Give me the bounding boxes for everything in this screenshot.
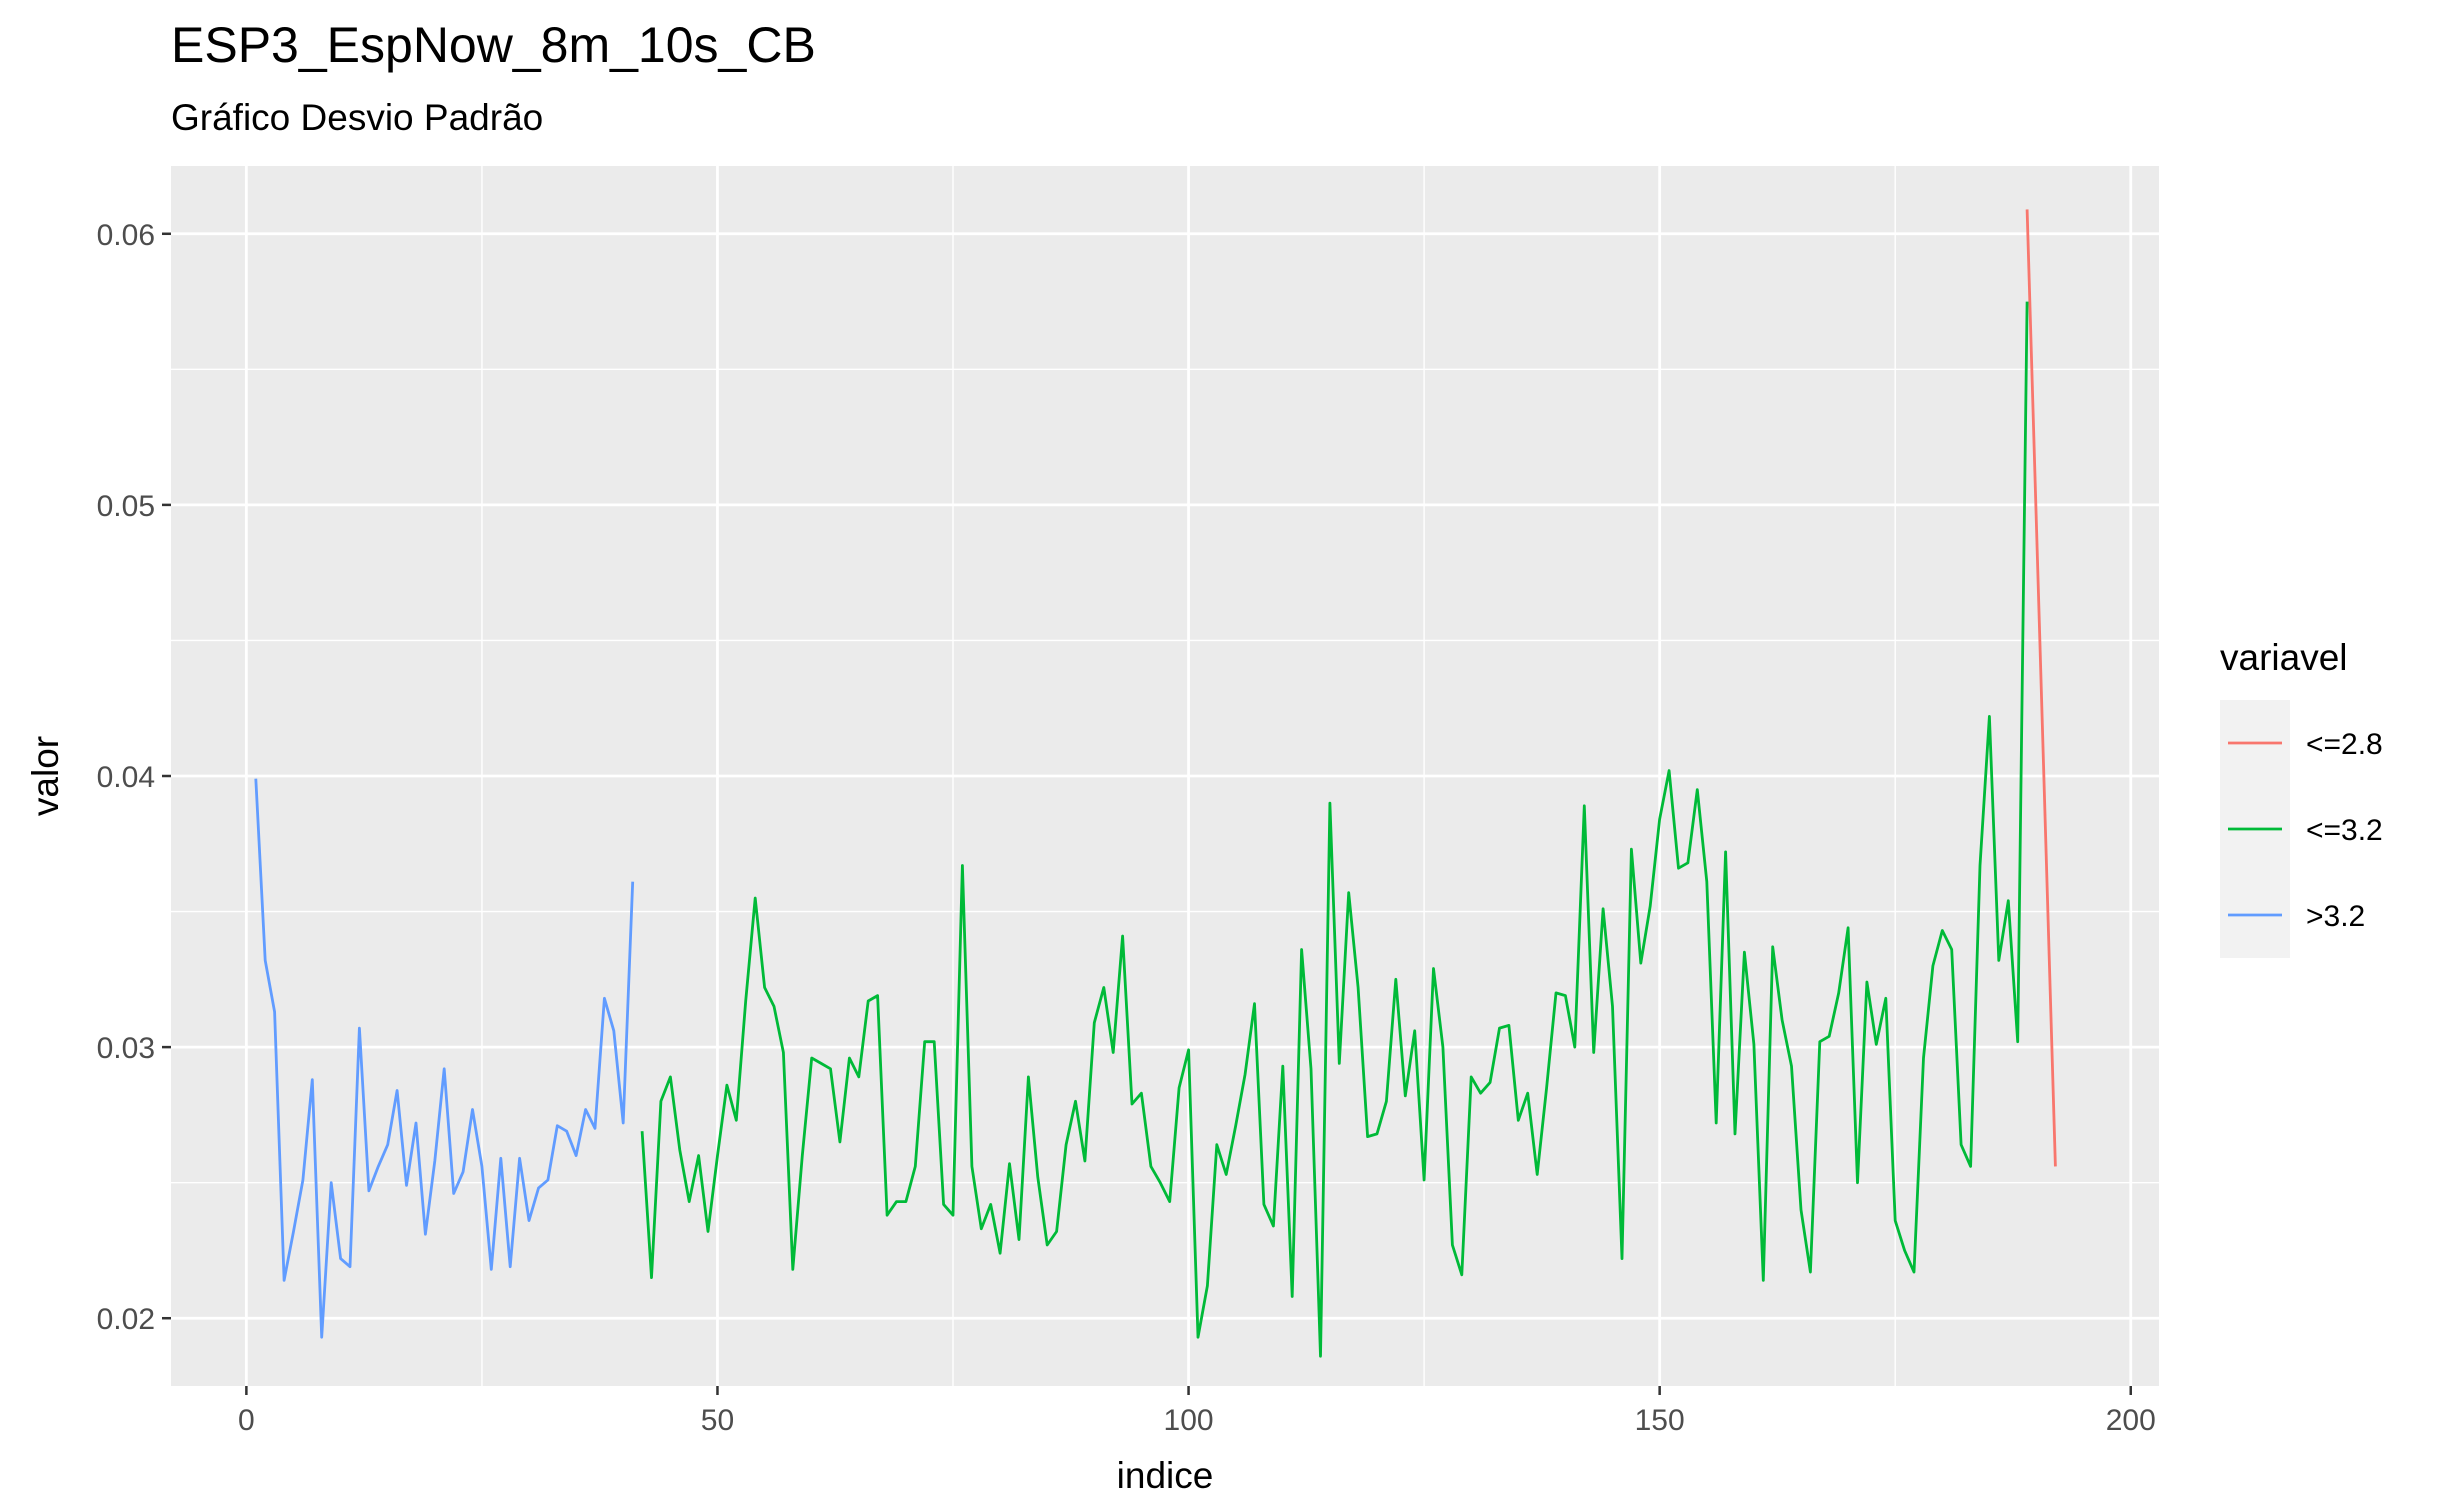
legend: variavel <=2.8 <=3.2 >3.2 [2220, 637, 2383, 958]
grid-major [171, 166, 2159, 1386]
series-lines [254, 209, 2057, 1358]
series-line [254, 778, 635, 1339]
y-axis-title: valor [25, 736, 66, 816]
x-tick-label: 150 [1635, 1404, 1685, 1437]
x-tick-label: 200 [2106, 1404, 2156, 1437]
legend-label: >3.2 [2306, 900, 2365, 933]
y-tick-label: 0.05 [97, 490, 155, 523]
x-tick-label: 100 [1164, 1404, 1214, 1437]
y-tick-label: 0.03 [97, 1032, 155, 1065]
legend-label: <=3.2 [2306, 814, 2383, 847]
y-axis: 0.02 0.03 0.04 0.05 0.06 [97, 219, 171, 1336]
x-tick-label: 0 [238, 1404, 255, 1437]
legend-title: variavel [2220, 637, 2348, 678]
chart-subtitle: Gráfico Desvio Padrão [171, 97, 543, 138]
y-tick-label: 0.06 [97, 219, 155, 252]
x-tick-label: 50 [701, 1404, 734, 1437]
y-tick-label: 0.04 [97, 761, 155, 794]
series-line [640, 301, 2029, 1358]
y-tick-label: 0.02 [97, 1303, 155, 1336]
series-line [2025, 209, 2057, 1167]
legend-label: <=2.8 [2306, 728, 2383, 761]
chart-title: ESP3_EspNow_8m_10s_CB [171, 17, 816, 73]
x-axis-title: indice [1117, 1455, 1214, 1496]
x-axis: 0 50 100 150 200 [238, 1386, 2156, 1437]
